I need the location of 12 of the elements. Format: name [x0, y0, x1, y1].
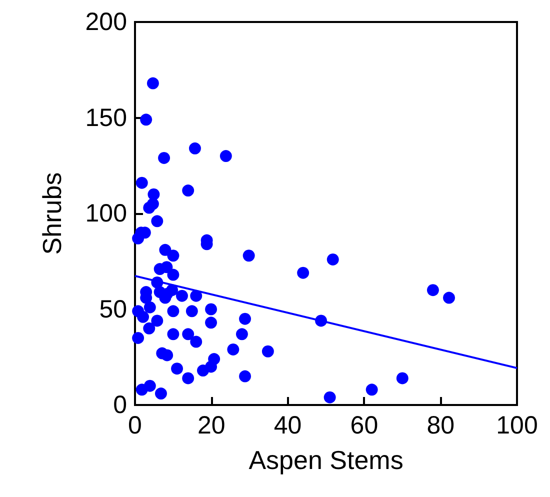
- x-tick-label: 40: [274, 412, 302, 440]
- x-tick-label: 20: [197, 412, 226, 440]
- y-tick-label: 100: [85, 200, 127, 228]
- x-tick-label: 60: [350, 412, 378, 440]
- y-axis-title: Shrubs: [37, 172, 67, 255]
- x-tick-label: 100: [496, 412, 538, 440]
- y-tick-label: 200: [85, 8, 127, 36]
- y-tick-label: 50: [99, 295, 127, 324]
- x-tick-label: 80: [426, 412, 455, 440]
- y-tick-label: 0: [113, 391, 127, 419]
- y-tick-label: 150: [85, 104, 127, 132]
- x-axis-title: Aspen Stems: [248, 445, 404, 475]
